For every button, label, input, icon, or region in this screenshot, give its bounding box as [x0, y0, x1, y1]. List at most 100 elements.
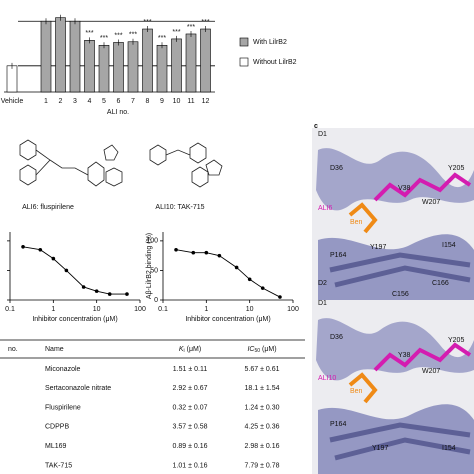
x-tick-label: 0.1: [5, 306, 15, 313]
residue-label: Ben: [350, 219, 363, 226]
header-unit: (μM): [262, 346, 277, 353]
table-header: Ki (μM): [179, 346, 201, 354]
bar: [200, 28, 211, 93]
x-axis-title: Inhibitor concentration (μM): [32, 316, 117, 323]
y-axis-title: Aβ-LilrB2 binding (%): [146, 233, 153, 299]
x-tick-label: 100: [134, 306, 146, 313]
bar: [40, 20, 52, 93]
x-tick-label: 100: [287, 306, 299, 313]
residue-label: ALI10: [318, 375, 336, 382]
bar: [127, 41, 139, 93]
significance: ***: [143, 19, 151, 26]
residue-label: D36: [330, 334, 343, 341]
residue-label: V38: [398, 185, 411, 192]
x-tick-label: Vehicle: [1, 98, 24, 105]
x-tick-label: 7: [131, 98, 135, 105]
significance: ***: [114, 32, 122, 39]
significance: ***: [158, 35, 166, 42]
table-header: no.: [8, 346, 18, 353]
table-cell: 1.51 ± 0.11: [173, 366, 208, 373]
fit-curve: [22, 246, 127, 295]
bar: [84, 40, 95, 93]
x-tick-label: 8: [146, 98, 150, 105]
residue-label: ALI6: [318, 205, 333, 212]
table-cell: Sertaconazole nitrate: [45, 385, 111, 392]
bar: [69, 20, 81, 93]
bar: [142, 28, 153, 93]
x-tick-label: 11: [187, 98, 194, 105]
table: no. Name Ki (μM) IC50 (μM)Miconazole 1.51 ± 0.…: [0, 339, 305, 469]
significance: ***: [129, 32, 137, 39]
table-cell: 7.79 ± 0.78: [245, 462, 280, 469]
x-tick-label: 6: [117, 98, 121, 105]
table-cell: 4.25 ± 0.36: [245, 424, 280, 431]
data-point: [260, 286, 265, 290]
legend-label: With LilrB2: [253, 39, 287, 46]
residue-label: I154: [442, 242, 456, 249]
table-cell: 0.32 ± 0.07: [173, 404, 208, 411]
residue-label: I154: [442, 445, 456, 452]
residue-label: D2: [318, 280, 327, 287]
significance: ***: [100, 35, 108, 42]
residue-label: Ben: [350, 388, 363, 395]
panel-label: c: [314, 123, 318, 130]
table-cell: Fluspirilene: [45, 404, 81, 411]
axes: [9, 232, 140, 301]
table-cell: TAK-715: [45, 462, 72, 469]
table-cell: 3.57 ± 0.58: [173, 424, 208, 431]
data-point: [107, 292, 112, 296]
residue-label: C156: [392, 291, 409, 298]
residue-label: C166: [432, 280, 449, 287]
protein-render: [312, 128, 474, 474]
residue-label: Y197: [370, 244, 386, 251]
residue-label: W207: [422, 368, 440, 375]
data-point: [64, 268, 69, 273]
x-tick-label: 9: [160, 98, 164, 105]
residue-label: Y205: [448, 337, 464, 344]
residue-label: W207: [422, 199, 440, 206]
x-tick-label: 10: [246, 306, 254, 313]
bar: [185, 33, 197, 93]
residue-label: P164: [330, 421, 346, 428]
data-point: [217, 253, 222, 258]
table-cell: ML169: [45, 443, 67, 450]
fit-curve: [175, 249, 281, 298]
bar: [98, 44, 110, 93]
data-point: [247, 277, 252, 282]
bar-chart: Vehicle 1 2 3 4***5***6***7***8***9***10***1…: [1, 14, 297, 116]
x-tick-label: 1: [51, 306, 55, 313]
residue-label: P164: [330, 252, 346, 259]
x-tick-label: 10: [173, 98, 181, 105]
residue-label: Y38: [398, 352, 411, 359]
significance: ***: [187, 24, 195, 31]
header-sub: 50: [254, 348, 260, 354]
x-tick-label: 12: [202, 98, 210, 105]
x-tick-label: 1: [44, 98, 48, 105]
residue-label: D1: [318, 300, 327, 307]
x-tick-label: 1: [204, 306, 208, 313]
y-tick-label: 0: [154, 297, 158, 304]
residue-label: D36: [330, 165, 343, 172]
data-point: [174, 247, 178, 252]
bar: [55, 17, 66, 93]
table-cell: 2.92 ± 0.67: [173, 385, 208, 392]
data-point: [94, 289, 99, 293]
legend-swatch: [239, 57, 249, 67]
data-point: [278, 295, 282, 299]
chemical-structures: [19, 139, 223, 188]
data-point: [51, 256, 56, 261]
x-tick-label: 0.1: [158, 306, 168, 313]
table-header: IC50 (μM): [247, 346, 276, 354]
table-cell: 1.01 ± 0.16: [173, 462, 208, 469]
bar: [156, 44, 168, 93]
bar: [6, 65, 18, 93]
residue-label: Y205: [448, 165, 464, 172]
legend-swatch: [239, 37, 249, 47]
data-point: [21, 244, 25, 249]
table-cell: 0.89 ± 0.16: [173, 443, 208, 450]
table-cell: 18.1 ± 1.54: [245, 385, 280, 392]
data-point: [191, 250, 196, 255]
y-tick-label: 100: [146, 238, 158, 245]
x-axis-title: Inhibitor concentration (μM): [185, 316, 270, 323]
